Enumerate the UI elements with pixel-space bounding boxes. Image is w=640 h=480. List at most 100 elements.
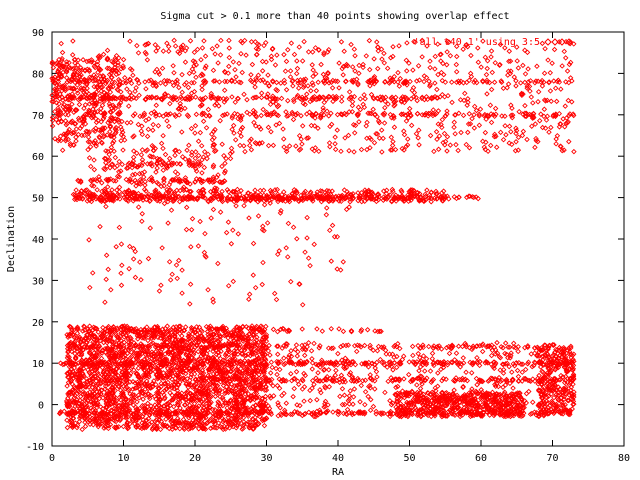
- data-point: [124, 165, 130, 171]
- data-point: [74, 107, 80, 113]
- data-point: [201, 164, 208, 171]
- data-point: [201, 249, 208, 256]
- data-point: [144, 57, 151, 63]
- data-point: [131, 133, 137, 139]
- data-point: [161, 200, 168, 207]
- data-point: [193, 365, 200, 371]
- data-point: [210, 142, 217, 148]
- data-point: [357, 106, 364, 113]
- data-point: [214, 174, 220, 181]
- data-point: [500, 85, 507, 92]
- data-point: [122, 397, 129, 403]
- data-point: [119, 369, 126, 376]
- data-point: [73, 126, 80, 132]
- data-point: [192, 394, 199, 400]
- data-point: [116, 82, 122, 89]
- data-point: [253, 369, 259, 375]
- data-point: [186, 420, 192, 427]
- data-point: [136, 414, 143, 420]
- data-point: [513, 83, 519, 89]
- data-point: [66, 126, 72, 133]
- data-point: [95, 329, 102, 335]
- data-point: [129, 172, 136, 178]
- data-point: [139, 390, 145, 396]
- data-point: [65, 374, 72, 381]
- data-point: [130, 134, 136, 140]
- data-point: [89, 182, 95, 189]
- data-point: [71, 341, 77, 347]
- data-point: [212, 420, 218, 427]
- data-point: [304, 235, 310, 241]
- data-point: [351, 46, 358, 52]
- data-point: [358, 189, 365, 196]
- data-point: [64, 417, 70, 423]
- data-point: [244, 366, 250, 372]
- data-point: [49, 114, 56, 121]
- data-point: [251, 407, 258, 413]
- data-point: [519, 132, 526, 139]
- data-point: [374, 39, 380, 45]
- data-point: [259, 404, 265, 410]
- data-point: [77, 125, 84, 132]
- data-point: [109, 74, 115, 81]
- data-point: [453, 43, 460, 50]
- data-point: [114, 173, 121, 180]
- data-point: [314, 397, 320, 403]
- data-point: [63, 122, 70, 128]
- data-point: [261, 422, 268, 429]
- data-point: [548, 124, 554, 131]
- data-point: [139, 131, 146, 138]
- data-point: [195, 138, 202, 144]
- data-point: [502, 340, 509, 346]
- data-point: [145, 255, 152, 262]
- data-point: [195, 152, 202, 159]
- data-point: [162, 351, 168, 357]
- data-point: [295, 85, 302, 91]
- data-point: [72, 355, 79, 361]
- data-point: [270, 142, 277, 149]
- data-point: [191, 349, 197, 356]
- data-point: [194, 390, 201, 396]
- data-point: [352, 53, 358, 59]
- data-point: [173, 262, 180, 268]
- data-point: [283, 146, 290, 152]
- data-point: [506, 123, 513, 130]
- data-point: [79, 403, 86, 409]
- data-point: [367, 407, 374, 413]
- data-point: [107, 334, 114, 340]
- y-tick-label: 30: [32, 276, 44, 287]
- data-point: [133, 424, 140, 430]
- data-point: [232, 398, 239, 405]
- data-point: [539, 124, 546, 131]
- data-point: [313, 88, 320, 94]
- data-point: [243, 52, 249, 58]
- data-point: [127, 176, 133, 182]
- data-point: [506, 58, 512, 65]
- data-point: [149, 384, 156, 390]
- data-point: [191, 382, 198, 388]
- data-point: [326, 188, 332, 194]
- data-point: [171, 382, 177, 388]
- data-point: [111, 424, 118, 431]
- data-point: [315, 125, 321, 132]
- data-point: [399, 145, 405, 152]
- data-point: [473, 107, 480, 114]
- data-point: [189, 367, 195, 374]
- data-point: [197, 129, 204, 136]
- data-point: [147, 225, 154, 231]
- data-point: [112, 164, 118, 171]
- data-point: [190, 58, 197, 64]
- data-point: [197, 218, 203, 225]
- data-point: [108, 378, 115, 384]
- data-point: [188, 392, 195, 399]
- data-point: [106, 392, 112, 399]
- data-point: [541, 70, 548, 76]
- data-point: [172, 425, 179, 431]
- data-point: [475, 45, 481, 51]
- data-point: [182, 156, 189, 162]
- data-point: [340, 72, 346, 78]
- data-point: [131, 392, 138, 398]
- data-point: [175, 372, 182, 378]
- data-point: [100, 339, 107, 346]
- data-point: [89, 270, 96, 276]
